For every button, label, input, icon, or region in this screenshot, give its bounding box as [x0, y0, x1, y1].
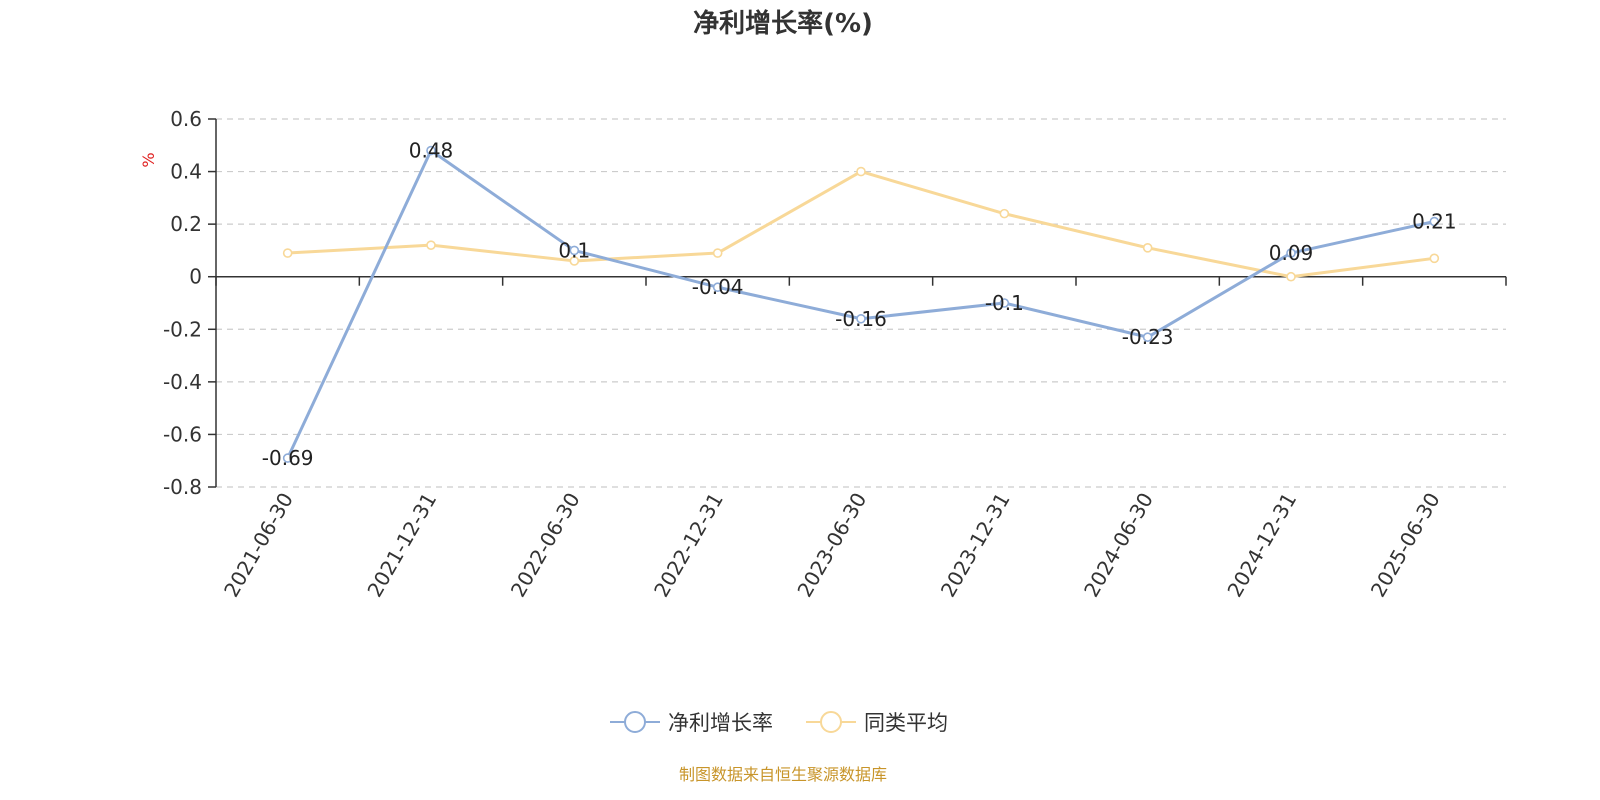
data-label: 0.09	[1269, 241, 1314, 265]
data-label: 0.48	[409, 139, 454, 163]
data-point	[1429, 253, 1440, 264]
legend-circle-icon	[624, 711, 646, 733]
data-point	[569, 245, 580, 256]
data-label: -0.16	[835, 307, 887, 331]
y-tick-label: -0.4	[163, 370, 202, 394]
data-point	[1286, 271, 1296, 282]
data-point	[999, 298, 1010, 308]
series	[282, 145, 1440, 463]
data-labels: -0.69 0.48 0.1 -0.04 -0.16 -0.1 -0.23 0.09 0.21	[262, 139, 1457, 471]
x-tick-label: 2021-12-31	[362, 489, 441, 602]
data-point	[856, 313, 866, 324]
data-point	[999, 208, 1010, 219]
y-tick-label: -0.2	[163, 317, 202, 341]
y-axis-unit-label: %	[139, 152, 158, 167]
y-tick-label: -0.6	[163, 422, 202, 446]
data-point	[856, 166, 866, 177]
data-point	[1142, 332, 1153, 342]
data-point	[426, 145, 436, 156]
x-tick-label: 2025-06-30	[1366, 489, 1445, 602]
grid	[216, 118, 1506, 488]
y-tick-label: 0.4	[170, 160, 202, 184]
legend-label: 同类平均	[864, 711, 948, 735]
legend-item[interactable]: 净利增长率	[610, 711, 773, 735]
data-point	[426, 240, 436, 250]
source-note: 制图数据来自恒生聚源数据库	[679, 765, 887, 784]
x-tick-label: 2021-06-30	[219, 489, 298, 602]
data-point	[282, 453, 293, 463]
data-point	[712, 282, 723, 293]
y-tick-label: -0.8	[163, 475, 202, 499]
chart-title: 净利增长率(%)	[693, 8, 873, 39]
y-tick-label: 0	[189, 265, 202, 289]
legend-label: 净利增长率	[668, 711, 773, 735]
data-point	[712, 248, 723, 258]
x-tick-label: 2024-06-30	[1079, 489, 1158, 602]
axes: 0.6 0.4 0.2 0 -0.2 -0.4 -0.6 -0.8 2021-06-30 2021…	[163, 107, 1507, 602]
x-tick-label: 2024-12-31	[1222, 489, 1301, 602]
data-point	[282, 248, 293, 258]
legend[interactable]: 净利增长率 同类平均	[610, 711, 948, 735]
data-label: -0.69	[262, 446, 314, 470]
data-label: -0.04	[692, 275, 744, 299]
x-tick-label: 2022-12-31	[649, 489, 728, 602]
x-tick-label: 2023-12-31	[936, 488, 1015, 601]
legend-item[interactable]: 同类平均	[806, 711, 948, 735]
y-tick-label: 0.6	[170, 107, 202, 131]
legend-circle-icon	[820, 711, 842, 733]
x-tick-label: 2022-06-30	[506, 489, 585, 602]
data-label: 0.1	[558, 238, 590, 262]
data-point	[1429, 216, 1440, 227]
data-point	[569, 256, 580, 266]
data-point	[1286, 248, 1296, 258]
data-label: -0.23	[1122, 325, 1174, 349]
series-line	[286, 149, 1435, 459]
x-tick-label: 2023-06-30	[792, 489, 871, 602]
data-label: -0.1	[985, 291, 1024, 315]
y-tick-label: 0.2	[170, 212, 202, 236]
data-label: 0.21	[1412, 210, 1457, 234]
data-point	[1142, 243, 1153, 253]
